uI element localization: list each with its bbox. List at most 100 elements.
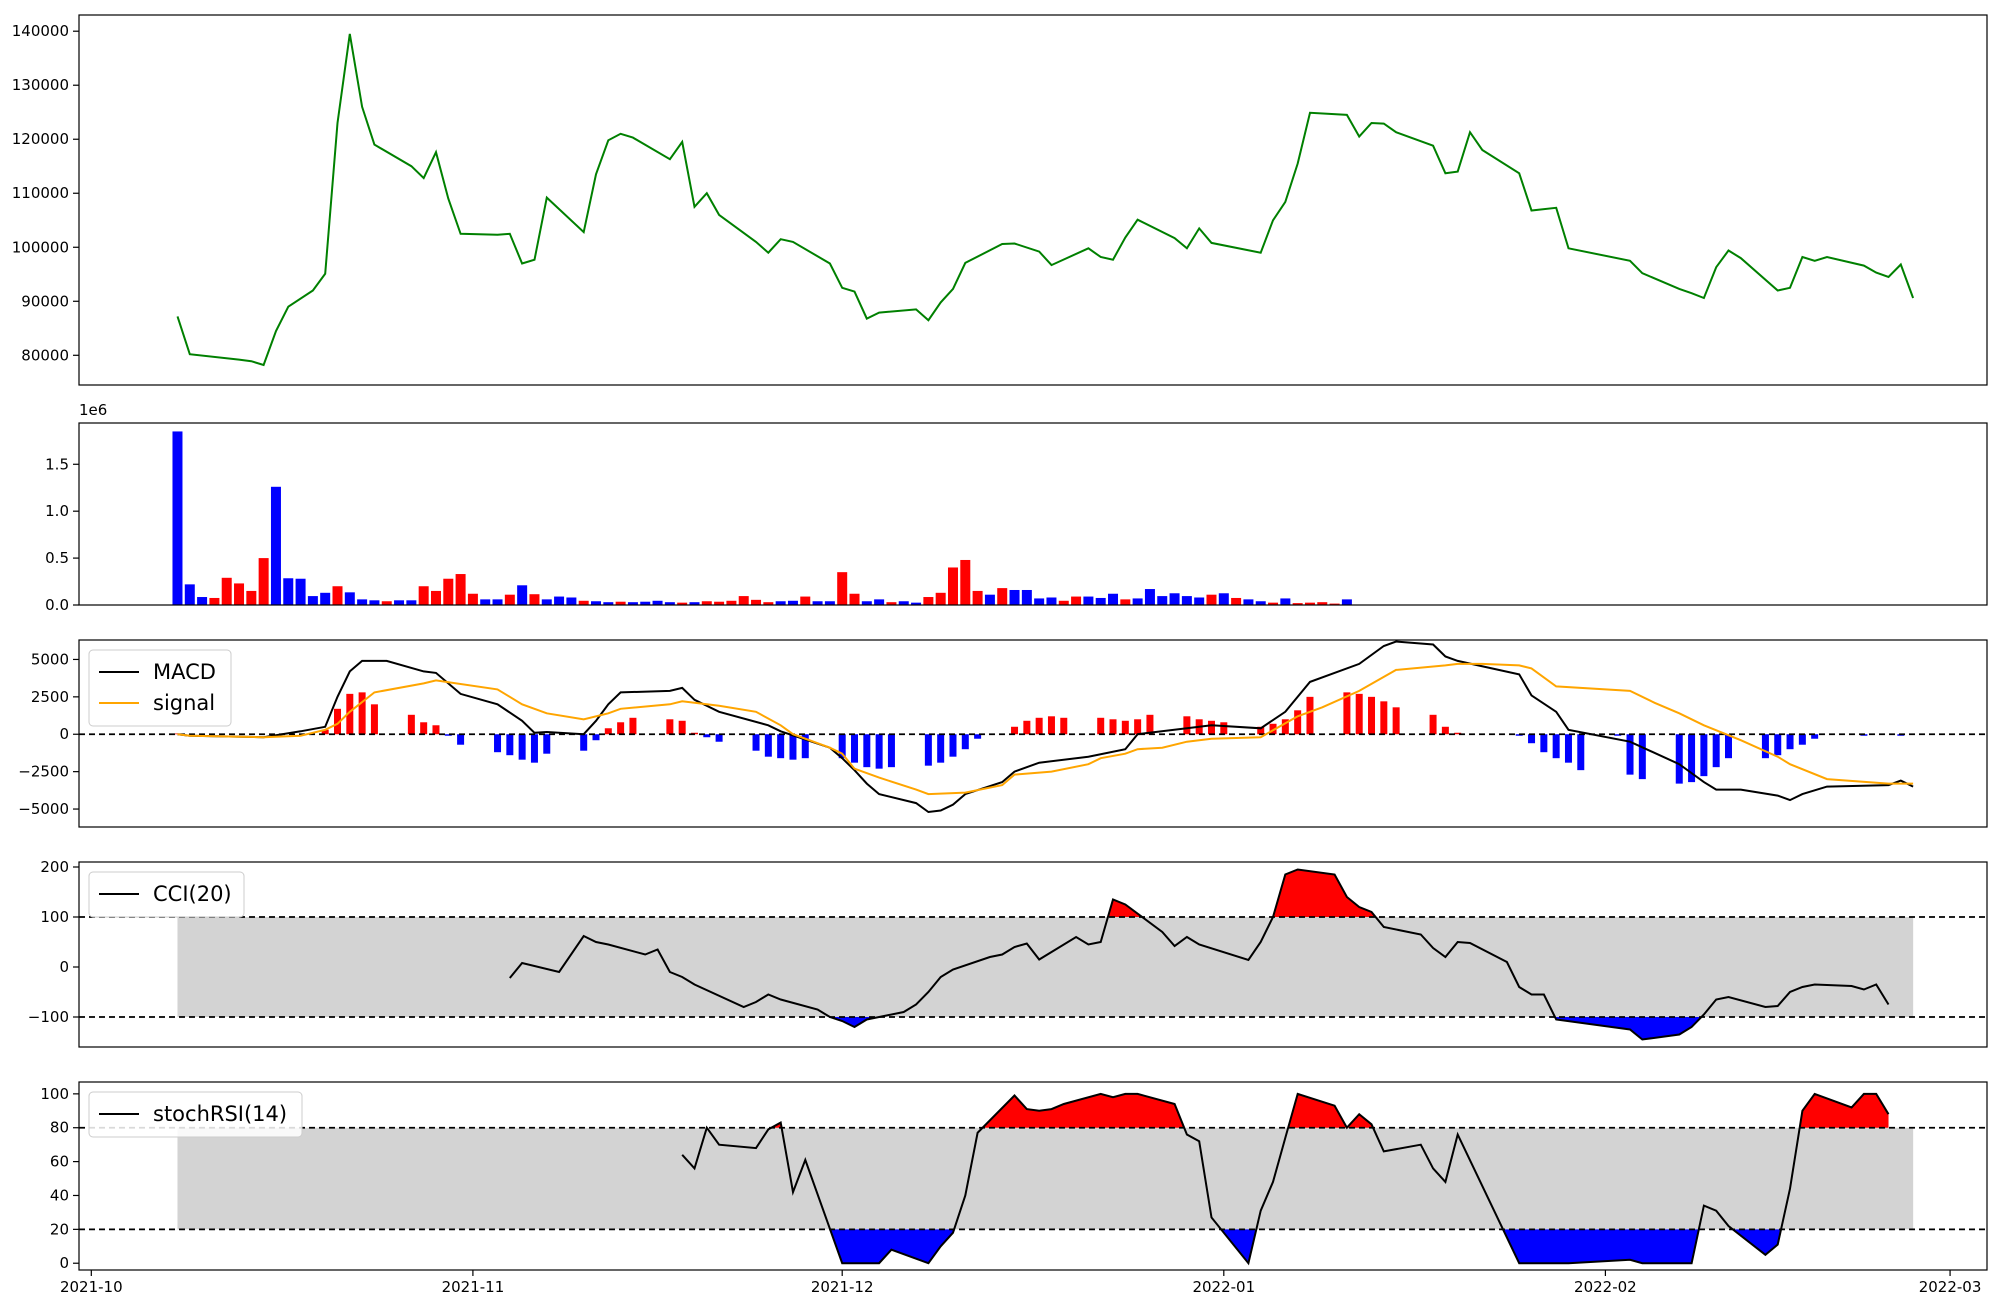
legend-box (88, 649, 232, 727)
volume-bar (1304, 602, 1315, 605)
macd-histogram-bar (580, 734, 588, 751)
y-tick-label: 0 (59, 1254, 69, 1272)
volume-bar (578, 600, 589, 605)
macd-histogram-bar (1109, 719, 1117, 735)
volume-bar (1095, 597, 1106, 605)
macd-histogram-bar (801, 734, 809, 759)
macd-histogram-bar (530, 734, 538, 763)
volume-bar (504, 594, 515, 605)
x-tick-label: 2021-12 (811, 1278, 874, 1296)
volume-bar (738, 596, 749, 605)
macd-histogram-bar (1294, 710, 1302, 735)
volume-bar (775, 601, 786, 605)
oversold-fill (830, 1229, 955, 1264)
macd-histogram-bar (777, 734, 785, 759)
volume-bar (283, 578, 294, 605)
volume-bar (923, 597, 934, 605)
macd-histogram-bar (1429, 714, 1437, 735)
macd-histogram-bar (1146, 714, 1154, 735)
y-tick-label: 0.5 (45, 549, 69, 567)
plot-area-price (176, 33, 1915, 367)
volume-bar (874, 599, 885, 605)
macd-histogram-bar (1343, 692, 1351, 735)
macd-histogram-bar (432, 725, 440, 735)
y-tick-label: 80 (50, 1119, 69, 1137)
volume-bar (763, 602, 774, 605)
volume-bar (1169, 593, 1180, 605)
overbought-fill (1799, 1093, 1889, 1128)
volume-bar (541, 599, 552, 605)
legend-entry: signal (153, 691, 215, 715)
volume-bar (234, 583, 245, 605)
macd-histogram-bar (1047, 716, 1055, 735)
x-tick-label: 2022-03 (1919, 1278, 1982, 1296)
macd-histogram-bar (1798, 734, 1806, 745)
macd-histogram-bar (789, 734, 797, 760)
volume-bar (467, 593, 478, 605)
volume-bar (603, 602, 614, 605)
volume-bar (898, 601, 909, 605)
macd-histogram-bar (1355, 693, 1363, 735)
plot-area-volume (172, 431, 1352, 605)
macd-histogram-bar (1761, 734, 1769, 759)
volume-bar (295, 578, 306, 605)
legend-entry: MACD (153, 660, 216, 684)
macd-histogram-bar (370, 704, 378, 735)
series-line-signal (177, 662, 1914, 796)
macd-histogram-bar (444, 734, 452, 736)
volume-bar (1108, 593, 1119, 605)
volume-bar (1009, 589, 1020, 605)
y-tick-label: 0 (59, 958, 69, 976)
volume-bar (591, 601, 602, 605)
macd-histogram-bar (937, 734, 945, 763)
volume-bar (517, 585, 528, 605)
axes-frame (78, 1081, 1988, 1271)
volume-bar (307, 596, 318, 605)
volume-bar (1021, 589, 1032, 605)
macd-histogram-bar (1454, 732, 1462, 735)
volume-bar (1268, 602, 1279, 605)
volume-bar (480, 599, 491, 605)
volume-bar (492, 599, 503, 605)
volume-bar (418, 586, 429, 605)
oversold-fill (1221, 1229, 1257, 1264)
macd-histogram-bar (961, 734, 969, 750)
macd-histogram-bar (1675, 734, 1683, 784)
volume-bar (689, 602, 700, 605)
macd-histogram-bar (518, 734, 526, 760)
y-tick-label: 0 (59, 725, 69, 743)
y-tick-label: 200 (40, 858, 69, 876)
macd-histogram-bar (1441, 726, 1449, 735)
legend: MACD signal (88, 649, 232, 727)
y-tick-label: 100 (40, 1085, 69, 1103)
macd-histogram-bar (838, 734, 846, 759)
macd-histogram-bar (1380, 701, 1388, 735)
macd-histogram-bar (407, 714, 415, 735)
overbought-fill (1346, 1114, 1374, 1128)
volume-bar (726, 600, 737, 605)
y-tick-label: 100 (40, 908, 69, 926)
volume-bar (197, 597, 208, 605)
y-tick-label: 0.0 (45, 596, 69, 614)
volume-bar (677, 602, 688, 605)
legend: stochRSI(14) (88, 1091, 303, 1138)
volume-bar (714, 601, 725, 605)
volume-bar (1255, 601, 1266, 605)
volume-bar (270, 486, 281, 605)
macd-histogram-bar (1786, 734, 1794, 750)
macd-histogram-bar (1614, 734, 1622, 736)
volume-bar (1317, 602, 1328, 605)
macd-histogram-bar (887, 734, 895, 768)
volume-bar (209, 597, 220, 605)
oversold-fill (1503, 1229, 1699, 1264)
macd-histogram-bar (1528, 734, 1536, 744)
volume-bar (886, 602, 897, 605)
volume-bar (566, 597, 577, 605)
volume-bar (664, 602, 675, 605)
y-tick-label: −100 (28, 1008, 69, 1026)
volume-bar (554, 596, 565, 605)
macd-histogram-bar (1774, 734, 1782, 756)
volume-bar (406, 600, 417, 605)
series-line-macd (177, 640, 1914, 814)
neutral-band (177, 917, 1914, 1017)
